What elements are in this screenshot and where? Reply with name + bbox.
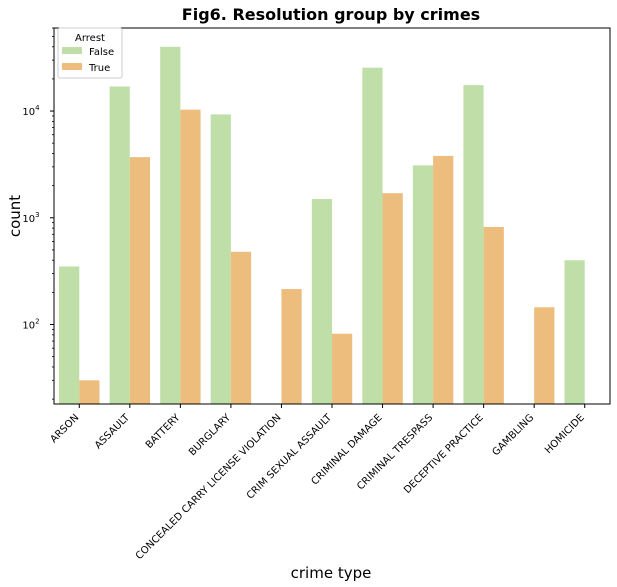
bar-arson-true — [79, 380, 100, 404]
bar-criminal-trespass-true — [433, 155, 454, 404]
legend-swatch-true — [62, 63, 82, 70]
y-axis-ticks: 102 103 104 — [22, 27, 54, 400]
x-axis-label: crime type — [291, 564, 372, 582]
bar-burglary-false — [210, 114, 231, 405]
x-tick-label-burglary: BURGLARY — [187, 412, 234, 459]
y-tick-label: 102 — [22, 318, 39, 332]
x-tick-label-battery: BATTERY — [144, 412, 183, 451]
bar-gambling-true — [534, 307, 555, 404]
x-tick-label-gambling: GAMBLING — [490, 412, 536, 458]
x-tick-label-assault: ASSAULT — [93, 412, 133, 452]
legend: Arrest False True — [57, 27, 123, 79]
x-tick-label-crim-sexual-assault: CRIM SEXUAL ASSAULT — [245, 412, 335, 502]
bar-criminal-damage-true — [382, 193, 403, 404]
bar-assault-false — [109, 86, 130, 405]
bar-crim-sexual-assault-false — [311, 198, 332, 404]
bar-concealed-carry-license-violation-true — [281, 289, 302, 404]
x-tick-label-homicide: HOMICIDE — [543, 412, 587, 456]
y-axis-label: count — [6, 195, 24, 237]
y-tick-label: 104 — [22, 104, 40, 118]
bar-criminal-damage-false — [362, 67, 383, 404]
bar-criminal-trespass-false — [412, 165, 434, 404]
bar-crim-sexual-assault-true — [332, 333, 353, 404]
legend-label-true: True — [88, 63, 110, 74]
legend-label-false: False — [89, 47, 114, 58]
x-tick-label-arson: ARSON — [49, 412, 82, 445]
bars-layer — [59, 46, 585, 405]
legend-swatch-false — [62, 47, 82, 54]
bar-homicide-false — [564, 260, 585, 404]
chart-title: Fig6. Resolution group by crimes — [182, 5, 480, 24]
y-tick-label: 103 — [22, 211, 39, 225]
bar-assault-true — [129, 157, 151, 404]
bar-battery-true — [180, 109, 201, 405]
bar-deceptive-practice-false — [463, 85, 484, 405]
legend-title: Arrest — [75, 33, 105, 44]
bar-deceptive-practice-true — [483, 226, 504, 404]
bar-battery-false — [160, 46, 181, 404]
bar-burglary-true — [230, 251, 252, 404]
bar-arson-false — [59, 266, 80, 404]
